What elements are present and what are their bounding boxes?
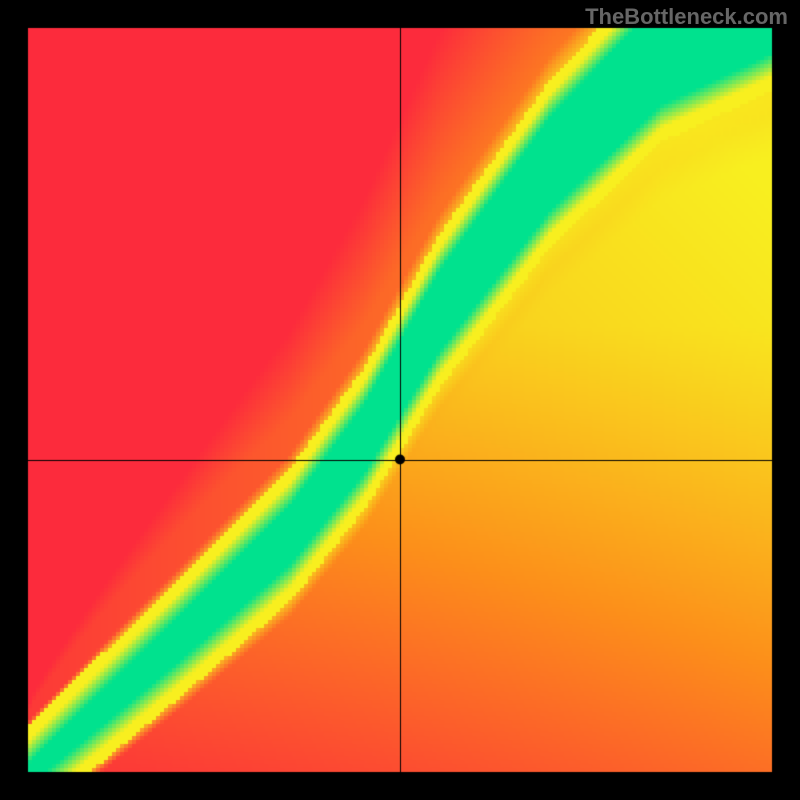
attribution-label: TheBottleneck.com [585,4,788,30]
bottleneck-heatmap [0,0,800,800]
